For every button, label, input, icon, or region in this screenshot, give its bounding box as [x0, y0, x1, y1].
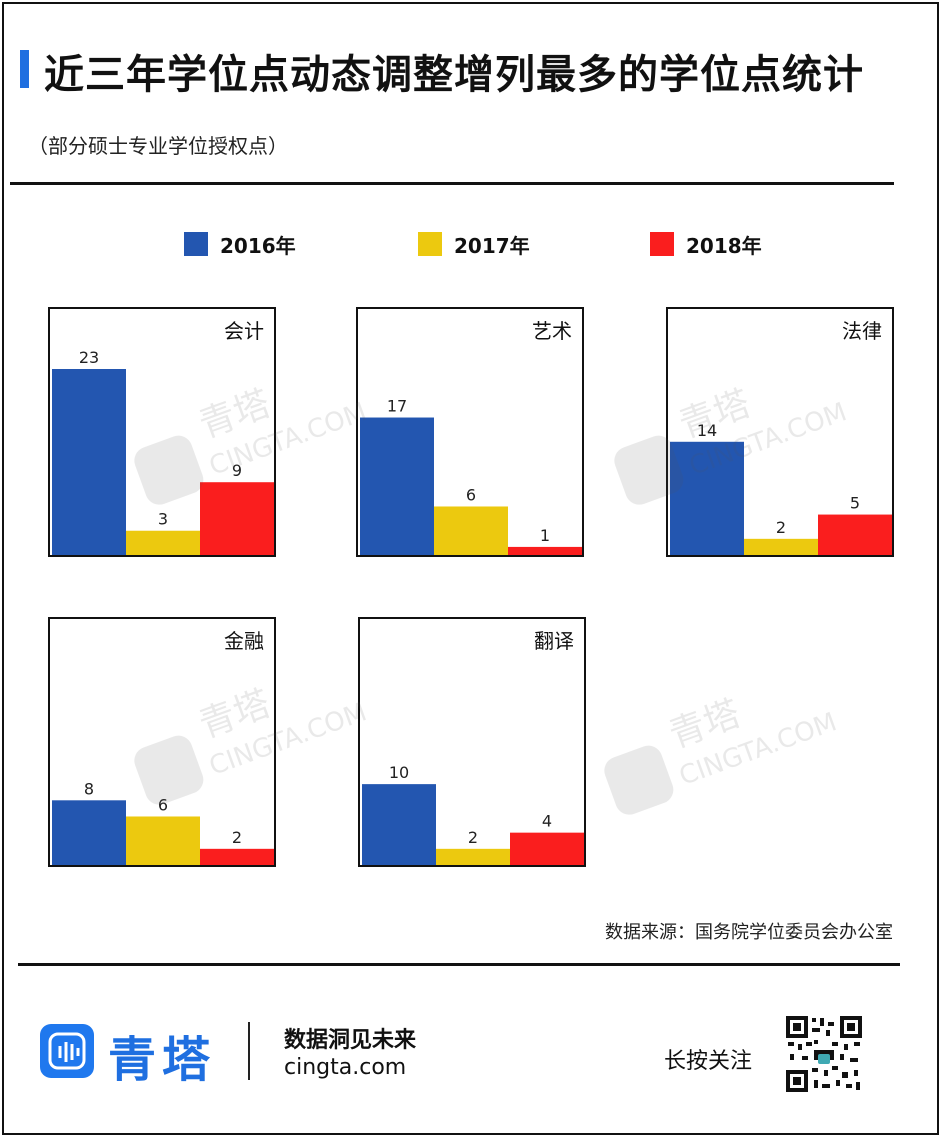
brand-slogan: 数据洞见未来 [284, 1028, 417, 1053]
footer-divider [248, 1022, 250, 1080]
brand-site: cingta.com [284, 1055, 407, 1080]
bar-value-label: 3 [158, 510, 168, 529]
panel-title: 艺术 [532, 319, 572, 343]
bar-2016年 [52, 369, 126, 555]
bottom-divider [18, 963, 900, 966]
legend-label-2016: 2016年 [220, 233, 296, 258]
panel-title: 金融 [224, 629, 264, 653]
press-to-follow-text: 长按关注 [664, 1049, 753, 1074]
bar-chart-svg: 23 3 9 [52, 348, 274, 555]
bar-2018年 [818, 514, 892, 555]
chart-panel-accounting: 23 3 9 会计 [48, 307, 276, 557]
cingta-logo-icon [40, 1024, 94, 1078]
title-accent-bar [20, 50, 29, 88]
page-subtitle: （部分硕士专业学位授权点） [28, 134, 288, 158]
bar-value-label: 5 [850, 494, 860, 513]
top-divider [10, 182, 894, 185]
chart-panel-translation: 10 2 4 翻译 [358, 617, 586, 867]
bar-2016年 [52, 800, 126, 865]
chart-panel-law: 14 2 5 法律 [666, 307, 894, 557]
bar-value-label: 1 [540, 526, 550, 545]
qr-code-icon[interactable] [784, 1014, 864, 1094]
bar-value-label: 6 [158, 795, 168, 814]
bar-value-label: 2 [468, 828, 478, 847]
bar-2016年 [670, 441, 744, 555]
bar-value-label: 2 [776, 518, 786, 537]
legend-swatch-2017 [418, 232, 442, 256]
legend-label-2017: 2017年 [454, 233, 530, 258]
legend-item-2016: 2016年 [184, 231, 296, 258]
bar-value-label: 9 [232, 461, 242, 480]
bar-value-label: 2 [232, 828, 242, 847]
data-source: 数据来源：国务院学位委员会办公室 [605, 922, 893, 943]
bar-value-label: 14 [697, 421, 717, 440]
panel-title: 翻译 [534, 629, 574, 653]
legend-item-2017: 2017年 [418, 231, 530, 258]
bar-value-label: 17 [387, 397, 407, 416]
chart-panel-art: 17 6 1 艺术 [356, 307, 584, 557]
panel-title: 法律 [842, 319, 882, 343]
chart-panel-finance: 8 6 2 金融 [48, 617, 276, 867]
page-title: 近三年学位点动态调整增列最多的学位点统计 [44, 52, 864, 98]
brand-name: 青塔 [108, 1032, 217, 1088]
bar-chart-svg: 10 2 4 [362, 763, 584, 865]
legend-label-2018: 2018年 [686, 233, 762, 258]
bar-chart-svg: 8 6 2 [52, 779, 274, 865]
bar-2017年 [434, 506, 508, 555]
bar-2017年 [126, 816, 200, 865]
bar-2017年 [436, 848, 510, 865]
bar-2016年 [360, 417, 434, 555]
bar-value-label: 23 [79, 348, 99, 367]
bar-2018年 [508, 546, 582, 555]
bar-value-label: 6 [466, 485, 476, 504]
bar-chart-svg: 14 2 5 [670, 421, 892, 555]
legend-swatch-2016 [184, 232, 208, 256]
bar-2018年 [200, 482, 274, 555]
legend-swatch-2018 [650, 232, 674, 256]
bar-2017年 [744, 538, 818, 555]
bar-value-label: 10 [389, 763, 409, 782]
bar-value-label: 8 [84, 779, 94, 798]
bar-2016年 [362, 784, 436, 865]
bar-2018年 [200, 848, 274, 865]
bar-value-label: 4 [542, 812, 552, 831]
bar-2018年 [510, 832, 584, 865]
legend-item-2018: 2018年 [650, 231, 762, 258]
panel-title: 会计 [224, 319, 264, 343]
bar-2017年 [126, 530, 200, 555]
